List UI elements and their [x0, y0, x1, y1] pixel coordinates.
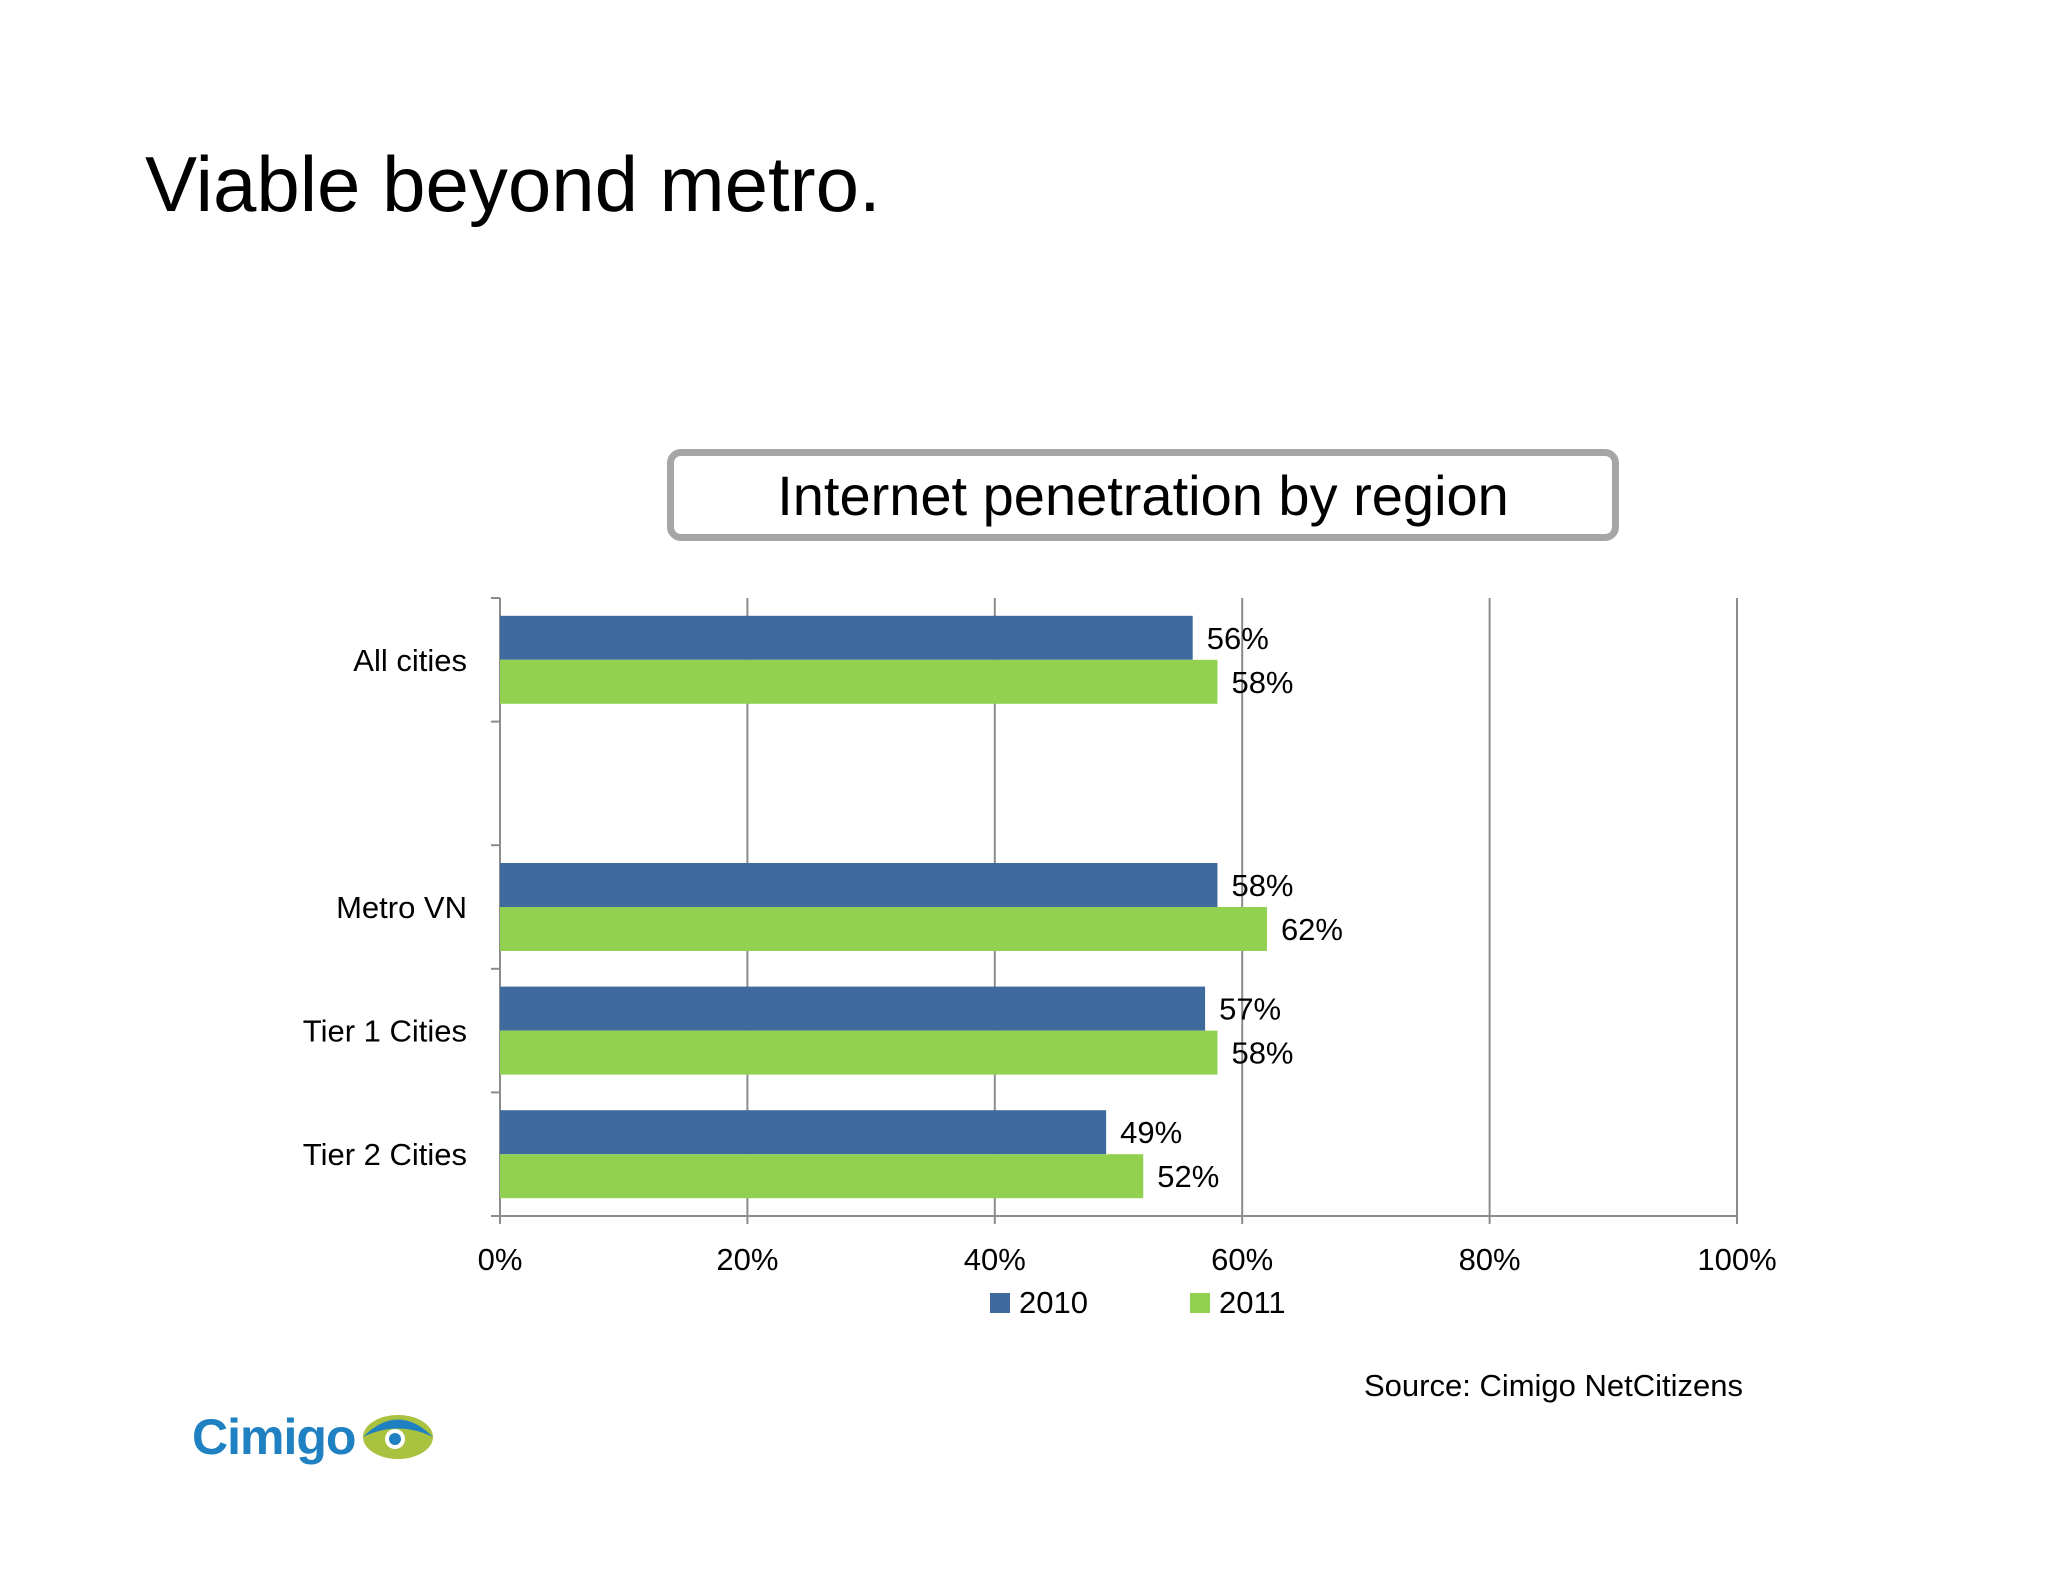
eye-logo-icon [363, 1415, 434, 1459]
bar-2010 [500, 863, 1218, 907]
legend-label: 2011 [1219, 1285, 1286, 1320]
x-tick-label: 20% [716, 1242, 778, 1277]
legend-swatch-2010 [990, 1293, 1010, 1313]
bar-2011 [500, 1030, 1218, 1075]
category-label: Tier 1 Cities [303, 1014, 467, 1049]
bar-2011 [500, 1154, 1144, 1199]
data-label: 56% [1207, 621, 1269, 656]
legend-label: 2010 [1019, 1285, 1088, 1320]
slide-title: Viable beyond metro. [145, 140, 881, 228]
bar-2010 [500, 615, 1193, 660]
bar-2010 [500, 986, 1206, 1031]
x-tick-label: 60% [1211, 1242, 1273, 1277]
chart-title-text: Internet penetration by region [777, 463, 1509, 527]
data-label: 52% [1157, 1159, 1219, 1194]
bar-2011 [500, 659, 1218, 704]
x-tick-label: 80% [1459, 1242, 1521, 1277]
category-label: All cities [353, 643, 467, 678]
x-tick-label: 0% [478, 1242, 523, 1277]
source-note: Source: Cimigo NetCitizens [1364, 1368, 1744, 1403]
bar-2011 [500, 907, 1267, 951]
x-tick-label: 40% [964, 1242, 1026, 1277]
data-label: 57% [1219, 992, 1281, 1027]
bar-2010 [500, 1110, 1107, 1155]
legend-swatch-2011 [1190, 1293, 1210, 1313]
x-tick-label: 100% [1697, 1242, 1776, 1277]
logo-wordmark: Cimigo [192, 1409, 356, 1465]
data-label: 49% [1120, 1115, 1182, 1150]
cimigo-logo: Cimigo [192, 1408, 435, 1466]
category-label: Metro VN [336, 890, 467, 925]
data-label: 58% [1231, 1036, 1293, 1071]
data-label: 58% [1231, 665, 1293, 700]
category-label: Tier 2 Cities [303, 1137, 467, 1172]
chart-title: Internet penetration by region [667, 449, 1619, 541]
data-label: 62% [1281, 912, 1343, 947]
data-label: 58% [1231, 868, 1293, 903]
